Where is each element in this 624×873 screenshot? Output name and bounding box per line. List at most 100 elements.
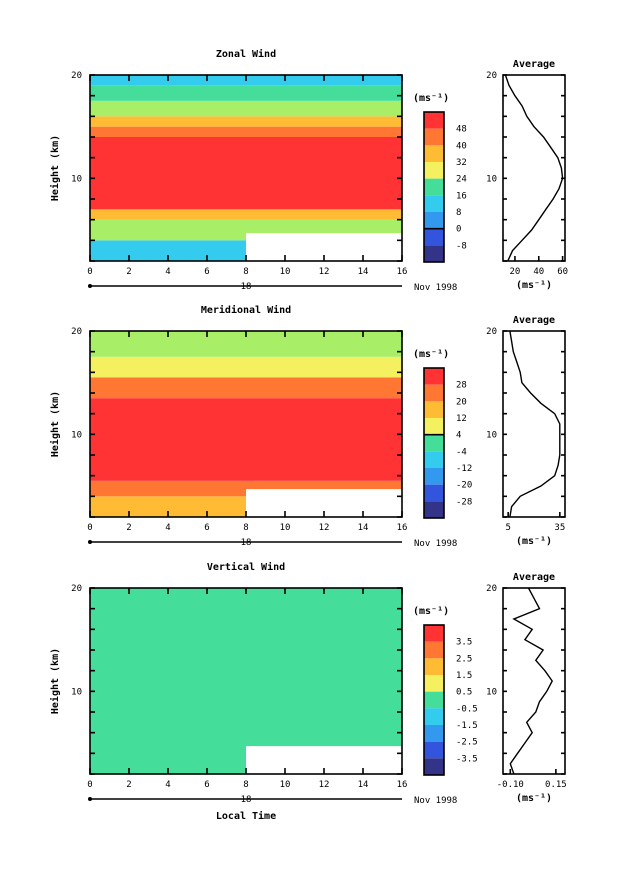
x-tick-label: 16 [397,780,408,790]
colorbar-frame [423,367,445,519]
y-axis-label: Height (km) [49,135,61,201]
y-tick-label: 20 [71,584,82,594]
colorbar-swatch [424,641,444,659]
x-tick-label: 4 [165,267,170,277]
colorbar-swatch [424,501,444,518]
date-marker [88,797,92,801]
x-tick-label: 0 [87,780,92,790]
y-axis-label: Height (km) [49,648,61,714]
colorbar-label: -4 [456,447,467,457]
x-tick-label: 2 [126,267,131,277]
colorbar-swatch [424,468,444,485]
average-x-tick-label: 20 [510,267,521,277]
date-label: 18 [241,795,252,805]
x-tick-label: 6 [204,780,209,790]
colorbar-label: 24 [456,175,467,185]
colorbar-swatch [424,658,444,675]
y-axis-label: Height (km) [49,391,61,457]
colorbar-label: 28 [456,381,467,391]
y-tick-label: 20 [71,71,82,81]
colorbar-label: 2.5 [456,654,472,664]
panel-title: Meridional Wind [201,304,291,316]
average-profile-line [509,587,554,775]
average-title: Average [513,315,555,326]
panel-2: Meridional Wind 0 2 4 6 8 10 12 14 16 10 20 Height (… [49,304,566,549]
average-x-tick-label: -0.10 [497,780,524,790]
colorbar-label: 0.5 [456,688,472,698]
x-tick-label: 14 [358,267,369,277]
colorbar-swatch [424,162,444,179]
field-band [90,85,402,101]
colorbar-swatch [424,195,444,212]
colorbar-swatch [424,741,444,759]
x-tick-label: 14 [358,780,369,790]
panel-title: Vertical Wind [207,561,285,573]
colorbar-swatch [424,758,444,775]
average-y-tick-label: 20 [486,584,497,594]
x-tick-label: 16 [397,523,408,533]
colorbar-label: 0 [456,225,461,235]
colorbar-label: 16 [456,191,467,201]
x-tick-label: 4 [165,780,170,790]
colorbar-swatch [424,708,444,725]
colorbar-unit: (ms⁻¹) [413,93,449,104]
x-tick-label: 8 [243,267,248,277]
average-x-label: (ms⁻¹) [516,536,552,547]
panel-title: Zonal Wind [216,48,276,60]
x-tick-label: 14 [358,523,369,533]
average-y-tick-label: 20 [486,327,497,337]
average-y-tick-label: 20 [486,71,497,81]
average-x-tick-label: 40 [533,267,544,277]
y-tick-label: 10 [71,687,82,697]
colorbar-swatch [424,178,444,196]
x-tick-label: 2 [126,523,131,533]
x-tick-label: 6 [204,523,209,533]
colorbar-label: -0.5 [456,704,478,714]
colorbar-label: 3.5 [456,638,472,648]
field-band [90,408,402,471]
field-band [90,650,402,712]
field-band [90,356,402,378]
x-tick-label: 12 [319,523,330,533]
date-right-label: Nov 1998 [414,539,457,549]
date-right-label: Nov 1998 [414,283,457,293]
field-band [90,398,402,409]
colorbar-swatch [424,384,444,402]
x-tick-label: 6 [204,267,209,277]
average-frame [502,587,566,775]
colorbar-swatch [424,434,444,452]
field-band [90,116,402,127]
x-tick-label: 0 [87,523,92,533]
y-tick-label: 10 [71,430,82,440]
average-x-tick-label: 5 [505,523,510,533]
colorbar-label: 48 [456,125,467,135]
average-frame [502,330,566,518]
colorbar-swatch [424,401,444,418]
colorbar-swatch [424,128,444,146]
colorbar-unit: (ms⁻¹) [413,349,449,360]
colorbar-swatch [424,245,444,262]
colorbar-label: -2.5 [456,738,478,748]
date-label: 18 [241,282,252,292]
colorbar-label: 32 [456,158,467,168]
colorbar-swatch [424,675,444,692]
average-y-tick-label: 10 [486,174,497,184]
panel-3: Vertical Wind 0 2 4 6 8 10 12 14 16 10 20 Height (km… [49,561,567,822]
x-tick-label: 8 [243,780,248,790]
field-band [90,377,402,399]
field-band [90,588,402,650]
colorbar-label: 8 [456,208,461,218]
field-band [90,470,402,481]
colorbar-label: 1.5 [456,671,472,681]
colorbar-swatch [424,691,444,709]
colorbar-swatch [424,368,444,385]
x-tick-label: 10 [280,523,291,533]
average-frame [502,74,566,262]
colorbar-label: 40 [456,141,467,151]
average-profile-line [504,74,564,262]
date-right-label: Nov 1998 [414,796,457,806]
average-x-tick-label: 60 [557,267,568,277]
x-tick-label: 12 [319,267,330,277]
